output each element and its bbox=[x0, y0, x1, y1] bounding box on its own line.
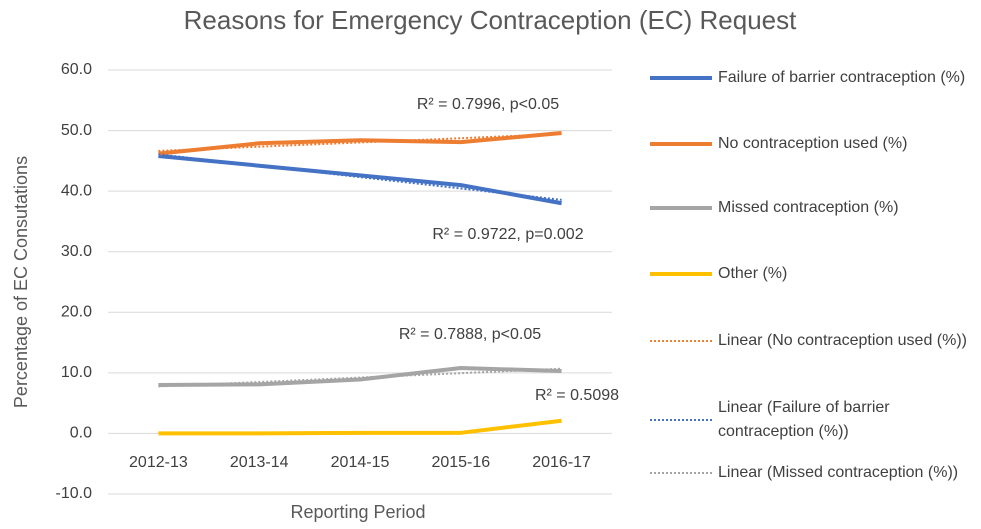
trendline bbox=[158, 367, 562, 388]
legend-swatch bbox=[650, 272, 712, 276]
series-line bbox=[158, 366, 562, 387]
y-tick-label: 20.0 bbox=[61, 304, 92, 321]
legend-item: Linear (Failure of barrier contraception… bbox=[650, 396, 976, 444]
y-tick-label: 60.0 bbox=[61, 61, 92, 78]
legend-label: Failure of barrier contraception (%) bbox=[718, 69, 966, 86]
x-tick-label: 2014-15 bbox=[331, 454, 390, 471]
x-tick-label: 2012-13 bbox=[129, 454, 188, 471]
x-axis-label: Reporting Period bbox=[290, 502, 425, 522]
legend-label: Linear (Failure of barrier contraception… bbox=[718, 399, 890, 440]
legend-item: No contraception used (%) bbox=[650, 132, 976, 156]
x-tick-label: 2013-14 bbox=[230, 454, 289, 471]
chart-title: Reasons for Emergency Contraception (EC)… bbox=[184, 5, 798, 35]
series-line bbox=[158, 131, 562, 156]
y-axis-label: Percentage of EC Consutations bbox=[11, 156, 31, 408]
annotation: R² = 0.5098 bbox=[535, 387, 619, 404]
legend-item: Linear (No contraception used (%)) bbox=[650, 329, 976, 353]
legend-swatch bbox=[650, 142, 712, 146]
legend-item: Other (%) bbox=[650, 262, 976, 286]
legend-label: Missed contraception (%) bbox=[718, 199, 899, 216]
legend-label: Other (%) bbox=[718, 265, 788, 282]
legend-item: Linear (Missed contraception (%)) bbox=[650, 461, 976, 485]
legend-label: Linear (Missed contraception (%)) bbox=[718, 464, 959, 481]
x-tick-label: 2015-16 bbox=[431, 454, 490, 471]
legend-swatch bbox=[650, 340, 712, 342]
legend-label: Linear (No contraception used (%)) bbox=[718, 332, 968, 349]
legend-item: Missed contraception (%) bbox=[650, 196, 976, 220]
legend-item: Failure of barrier contraception (%) bbox=[650, 66, 976, 90]
legend-swatch bbox=[650, 472, 712, 474]
series-line bbox=[158, 418, 562, 436]
y-tick-label: 40.0 bbox=[61, 182, 92, 199]
y-tick-label: 0.0 bbox=[70, 425, 92, 442]
annotation: R² = 0.7996, p<0.05 bbox=[417, 96, 559, 113]
y-tick-label: 30.0 bbox=[61, 243, 92, 260]
annotation: R² = 0.9722, p=0.002 bbox=[432, 226, 583, 243]
y-tick-label: 10.0 bbox=[61, 364, 92, 381]
legend-swatch bbox=[650, 419, 712, 421]
legend-swatch bbox=[650, 206, 712, 210]
legend-label: No contraception used (%) bbox=[718, 135, 908, 152]
series-line bbox=[158, 154, 562, 206]
annotation: R² = 0.7888, p<0.05 bbox=[399, 326, 541, 343]
y-tick-label: 50.0 bbox=[61, 122, 92, 139]
trendline bbox=[158, 132, 562, 152]
legend-swatch bbox=[650, 76, 712, 80]
x-tick-label: 2016-17 bbox=[532, 454, 591, 471]
y-tick-label: -10.0 bbox=[56, 485, 93, 502]
